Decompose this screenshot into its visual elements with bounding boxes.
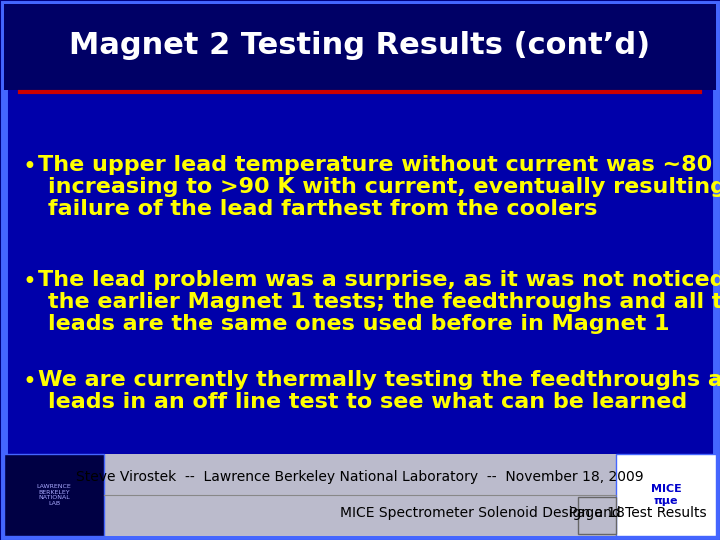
- Text: •: •: [22, 270, 36, 294]
- Text: The upper lead temperature without current was ~80 K,: The upper lead temperature without curre…: [38, 155, 720, 175]
- Text: Steve Virostek  --  Lawrence Berkeley National Laboratory  --  November 18, 2009: Steve Virostek -- Lawrence Berkeley Nati…: [76, 470, 644, 484]
- FancyBboxPatch shape: [4, 454, 104, 536]
- Text: MICE Spectrometer Solenoid Design and Test Results: MICE Spectrometer Solenoid Design and Te…: [340, 506, 706, 520]
- Text: •: •: [22, 155, 36, 179]
- Text: The lead problem was a surprise, as it was not noticed in: The lead problem was a surprise, as it w…: [38, 270, 720, 290]
- FancyBboxPatch shape: [4, 454, 716, 536]
- FancyBboxPatch shape: [4, 4, 716, 536]
- FancyBboxPatch shape: [578, 497, 616, 534]
- Text: increasing to >90 K with current, eventually resulting in: increasing to >90 K with current, eventu…: [48, 177, 720, 197]
- Text: We are currently thermally testing the feedthroughs and: We are currently thermally testing the f…: [38, 370, 720, 390]
- FancyBboxPatch shape: [616, 454, 716, 536]
- Text: the earlier Magnet 1 tests; the feedthroughs and all the: the earlier Magnet 1 tests; the feedthro…: [48, 292, 720, 312]
- Text: failure of the lead farthest from the coolers: failure of the lead farthest from the co…: [48, 199, 598, 219]
- Text: MICE
πμe: MICE πμe: [651, 484, 681, 506]
- Text: •: •: [22, 370, 36, 394]
- Text: leads in an off line test to see what can be learned: leads in an off line test to see what ca…: [48, 392, 688, 412]
- FancyBboxPatch shape: [4, 4, 716, 90]
- Text: leads are the same ones used before in Magnet 1: leads are the same ones used before in M…: [48, 314, 670, 334]
- Text: LAWRENCE
BERKELEY
NATIONAL
LAB: LAWRENCE BERKELEY NATIONAL LAB: [37, 484, 71, 506]
- Text: Magnet 2 Testing Results (cont’d): Magnet 2 Testing Results (cont’d): [69, 30, 651, 59]
- Text: Page 18: Page 18: [569, 506, 625, 520]
